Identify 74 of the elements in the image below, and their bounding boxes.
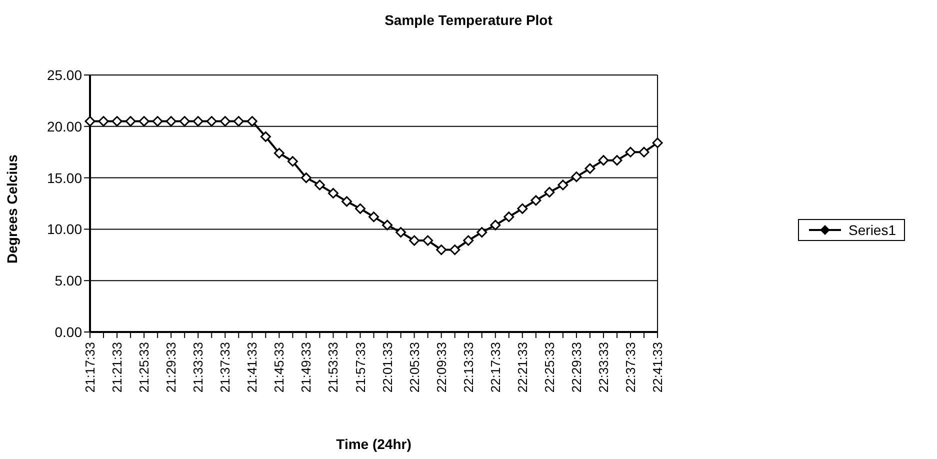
y-tick-label: 25.00 xyxy=(46,66,82,83)
point xyxy=(396,227,406,238)
y-tick-label: 10.00 xyxy=(46,221,82,238)
point xyxy=(652,138,663,148)
point xyxy=(382,220,393,230)
x-tick-label: 21:53:33 xyxy=(326,342,341,393)
point xyxy=(463,235,474,246)
point xyxy=(138,116,150,127)
point xyxy=(179,116,190,127)
point xyxy=(328,188,338,198)
point xyxy=(409,235,420,246)
x-tick-label: 22:33:33 xyxy=(596,342,611,393)
x-tick-label: 21:17:33 xyxy=(82,342,98,393)
x-tick-label: 22:13:33 xyxy=(460,342,476,393)
y-tick-label: 0.00 xyxy=(54,324,82,340)
point xyxy=(233,116,244,127)
point xyxy=(436,244,447,256)
point xyxy=(246,116,258,127)
point xyxy=(422,235,434,246)
point xyxy=(368,212,380,222)
chart-title: Sample Temperature Plot xyxy=(384,12,554,28)
point xyxy=(517,203,528,214)
x-axis-title: Time (24hr) xyxy=(336,436,412,452)
legend-label: Series1 xyxy=(848,222,896,238)
point xyxy=(490,220,501,230)
x-tick-label: 21:49:33 xyxy=(298,342,314,393)
point xyxy=(450,244,460,256)
point xyxy=(584,163,596,174)
x-tick-label: 21:29:33 xyxy=(164,342,179,393)
point xyxy=(192,116,204,127)
point xyxy=(220,116,230,127)
point xyxy=(152,116,163,127)
point xyxy=(504,212,514,222)
y-tick-label: 20.00 xyxy=(46,118,82,134)
point xyxy=(98,116,109,127)
point xyxy=(558,180,568,190)
x-tick-label: 22:05:33 xyxy=(406,342,422,393)
x-tick-label: 22:25:33 xyxy=(542,342,557,393)
x-tick-label: 22:37:33 xyxy=(623,342,638,393)
point xyxy=(476,227,488,238)
point xyxy=(544,186,555,198)
x-tick-label: 22:29:33 xyxy=(568,342,584,393)
point xyxy=(355,203,366,214)
point xyxy=(287,156,298,167)
x-tick-label: 22:41:33 xyxy=(650,342,666,393)
point xyxy=(571,172,582,182)
point xyxy=(112,116,122,127)
point xyxy=(260,131,271,142)
point xyxy=(125,116,136,127)
x-tick-label: 22:01:33 xyxy=(380,342,395,393)
x-tick-label: 21:45:33 xyxy=(272,342,287,393)
x-tick-label: 21:41:33 xyxy=(244,342,260,393)
x-tick-label: 21:25:33 xyxy=(136,342,152,393)
y-tick-label: 5.00 xyxy=(54,272,82,289)
point xyxy=(314,180,325,190)
x-tick-label: 21:57:33 xyxy=(352,342,368,393)
point xyxy=(612,155,622,166)
x-tick-label: 21:37:33 xyxy=(218,342,233,393)
point xyxy=(530,195,542,206)
x-tick-label: 21:21:33 xyxy=(110,342,125,393)
y-tick-label: 15.00 xyxy=(46,170,82,186)
x-tick-label: 22:21:33 xyxy=(514,342,530,393)
point xyxy=(300,172,312,184)
point xyxy=(625,146,636,158)
x-tick-label: 22:17:33 xyxy=(488,342,503,393)
point xyxy=(206,116,217,127)
point xyxy=(598,155,609,166)
x-tick-label: 21:33:33 xyxy=(190,342,206,393)
point xyxy=(166,116,176,127)
point xyxy=(638,146,650,158)
point xyxy=(341,196,352,207)
x-tick-label: 22:09:33 xyxy=(434,342,449,393)
y-axis-title: Degrees Celcius xyxy=(4,154,20,264)
point xyxy=(274,148,284,158)
